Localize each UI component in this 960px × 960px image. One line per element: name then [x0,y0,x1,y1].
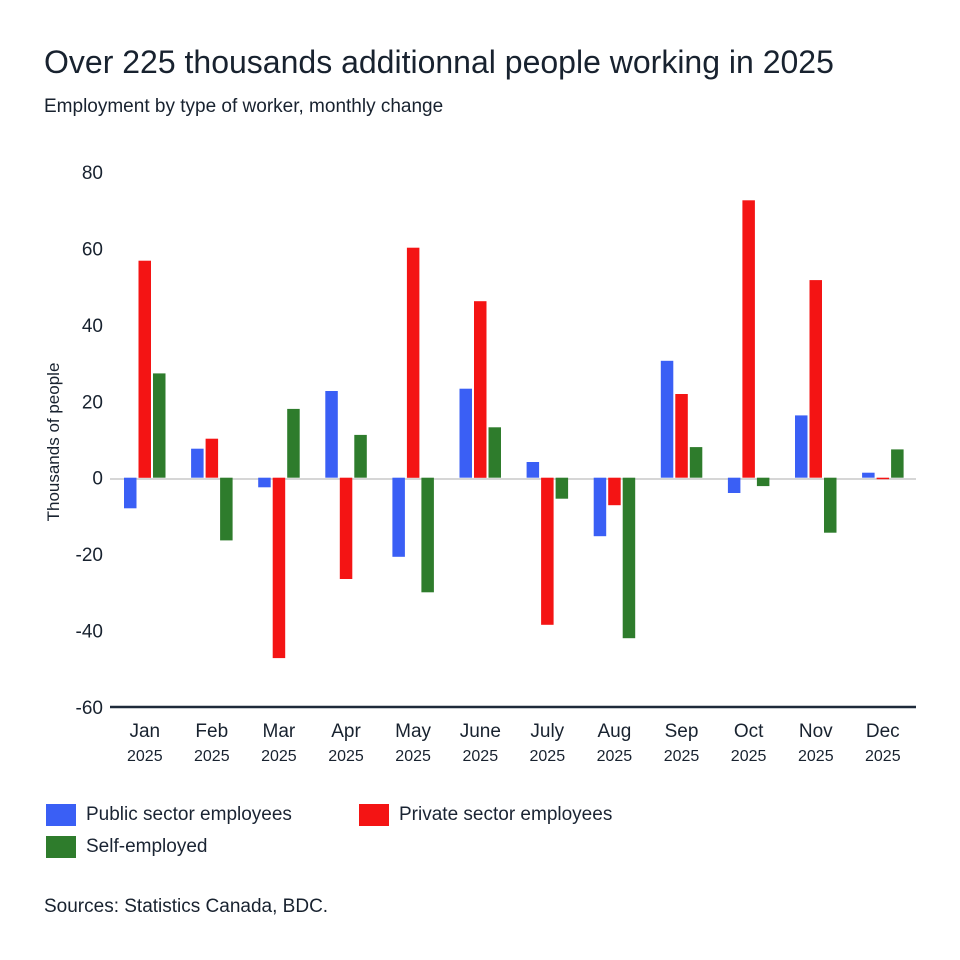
bar [824,477,837,533]
bar [541,477,554,625]
legend-swatch-public [46,804,76,826]
x-tick-year-label: 2025 [194,748,230,765]
y-tick-label: 40 [82,316,103,337]
x-tick-year-label: 2025 [127,748,163,765]
x-tick-label: Mar [263,721,296,742]
x-tick-label: Dec [866,721,900,742]
source-note: Sources: Statistics Canada, BDC. [44,896,329,917]
x-tick-label: June [460,721,501,742]
bar [862,472,875,478]
bar [421,477,434,593]
bar [608,477,621,506]
x-tick-year-label: 2025 [597,748,633,765]
bar [474,301,487,478]
bar-series-group [124,200,904,659]
x-tick-label: Feb [195,721,228,742]
bar [339,477,353,579]
bar [406,247,420,478]
bar [756,477,770,487]
bar [891,449,904,478]
y-axis-label: Thousands of people [44,363,63,522]
bar [124,477,137,509]
bar [675,394,688,478]
bar [809,280,822,478]
bar [272,477,286,659]
bar [488,427,501,478]
x-tick-year-label: 2025 [463,748,499,765]
bar [660,360,674,478]
bar [220,477,233,541]
bar [689,447,703,478]
x-tick-year-label: 2025 [530,748,566,765]
legend-label-self-employed: Self-employed [86,836,208,857]
bar [354,434,367,478]
bar [153,373,166,478]
bar [205,438,219,478]
x-tick-year-label: 2025 [664,748,700,765]
x-tick-year-label: 2025 [798,748,834,765]
x-tick-year-label: 2025 [261,748,297,765]
x-tick-label: Aug [597,721,631,742]
x-tick-label: Jan [129,721,160,742]
chart-subtitle: Employment by type of worker, monthly ch… [44,96,444,117]
x-tick-year-label: 2025 [865,748,901,765]
bar [191,448,204,478]
bar [287,408,300,478]
chart-title: Over 225 thousands additionnal people wo… [44,44,834,80]
legend-item-private: Private sector employees [359,804,612,826]
bar [325,391,338,478]
y-tick-label: -60 [76,698,103,719]
bar [593,477,607,537]
x-tick-label: Nov [799,721,833,742]
legend-swatch-private [359,804,389,826]
bar [622,477,636,639]
bar [138,260,151,478]
bar [258,477,271,488]
legend-label-private: Private sector employees [399,804,613,825]
bar [795,415,808,478]
bar [876,477,890,480]
x-tick-year-label: 2025 [731,748,767,765]
bar-chart: 80 60 40 20 0 -20 -40 -60 Thousands of people J… [44,163,916,765]
bar [459,388,472,478]
x-tick-label: May [395,721,431,742]
x-tick-label: Apr [331,721,361,742]
x-tick-year-label: 2025 [328,748,364,765]
bar [526,462,540,478]
y-tick-label: 60 [82,239,103,260]
x-tick-label: Sep [665,721,699,742]
bar [555,477,569,499]
x-axis-labels: Jan 2025 Feb 2025 Mar 2025 Apr 2025 May 2025 June 2… [127,721,901,765]
legend-item-self-employed: Self-employed [46,836,207,858]
y-axis-ticks: 80 60 40 20 0 -20 -40 -60 [76,163,103,719]
y-tick-label: -40 [76,622,103,643]
bar [392,477,405,557]
x-tick-year-label: 2025 [395,748,431,765]
legend-item-public: Public sector employees [46,804,292,826]
y-tick-label: 80 [82,163,103,184]
x-tick-label: Oct [734,721,764,742]
y-tick-label: 0 [92,469,103,490]
y-tick-label: -20 [76,545,103,566]
bar [742,200,755,478]
x-tick-label: July [530,721,564,742]
bar [727,477,741,493]
y-tick-label: 20 [82,392,103,413]
legend-label-public: Public sector employees [86,804,292,825]
legend-swatch-self-employed [46,836,76,858]
